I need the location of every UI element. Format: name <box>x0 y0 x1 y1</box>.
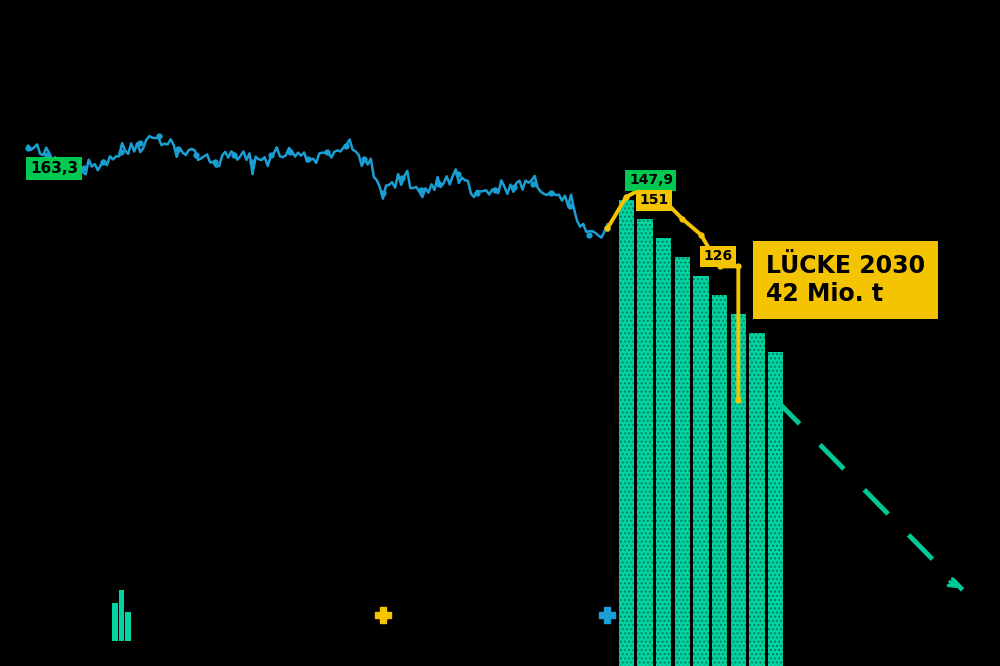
Text: 126: 126 <box>704 249 733 263</box>
Bar <box>637 219 653 666</box>
Text: LÜCKE 2030
42 Mio. t: LÜCKE 2030 42 Mio. t <box>766 254 925 306</box>
Bar <box>119 590 124 641</box>
Bar <box>712 295 727 666</box>
Bar <box>749 333 765 666</box>
Bar <box>619 200 634 666</box>
Bar <box>768 352 783 666</box>
Bar <box>749 333 765 666</box>
Bar <box>619 200 634 666</box>
Bar <box>693 276 709 666</box>
Bar <box>112 603 118 641</box>
Bar <box>675 257 690 666</box>
Text: 147,9: 147,9 <box>629 173 673 187</box>
Bar <box>768 352 783 666</box>
Bar <box>656 238 671 666</box>
Bar <box>693 276 709 666</box>
Bar <box>712 295 727 666</box>
Bar <box>656 238 671 666</box>
Bar <box>731 314 746 666</box>
Bar <box>675 257 690 666</box>
Bar <box>125 612 131 641</box>
Bar <box>731 314 746 666</box>
Text: 163,3: 163,3 <box>30 161 78 176</box>
Bar <box>637 219 653 666</box>
Text: 151: 151 <box>639 193 669 207</box>
